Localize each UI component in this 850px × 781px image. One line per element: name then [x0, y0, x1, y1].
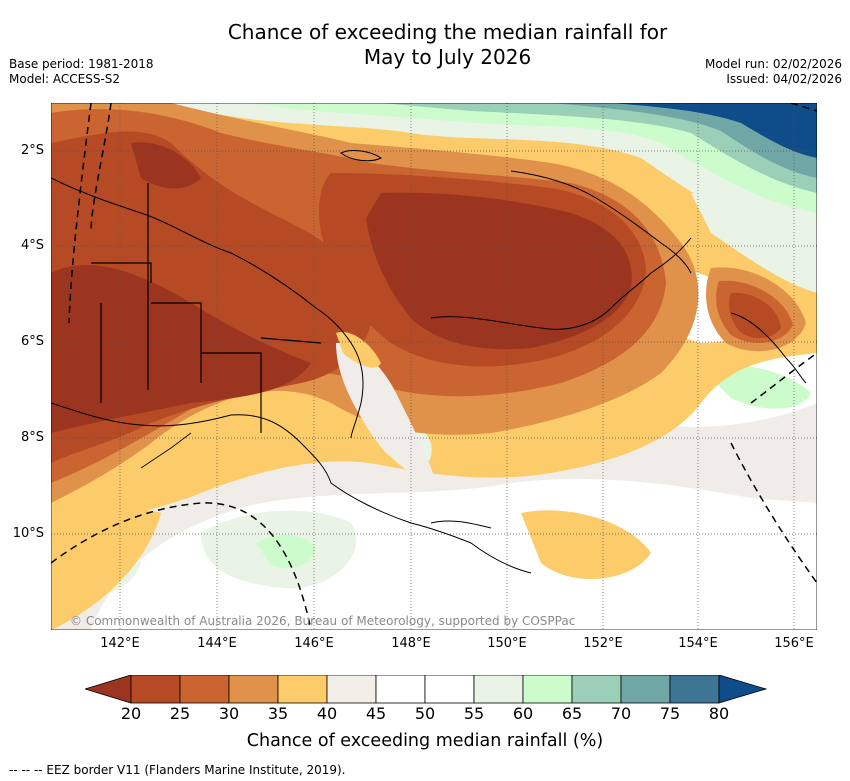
- colorbar-cell: [571, 675, 622, 704]
- colorbar-tick-60: 60: [512, 704, 534, 723]
- colorbar-cell: [375, 675, 426, 704]
- lat-label-2s: 2°S: [20, 143, 44, 158]
- eez-borders: [51, 103, 817, 630]
- lon-label-152e: 152°E: [583, 636, 623, 651]
- colorbar-cell: [620, 675, 671, 704]
- graticule: [51, 103, 817, 630]
- band-below-20-west-small: [131, 142, 201, 189]
- lon-label-144e: 144°E: [197, 636, 237, 651]
- colorbar-cell: [326, 675, 377, 704]
- colorbar: [85, 675, 767, 704]
- band-green-south-2: [256, 535, 316, 569]
- colorbar-title: Chance of exceeding median rainfall (%): [246, 731, 604, 751]
- lat-label-10s: 10°S: [12, 526, 44, 541]
- colorbar-tick-65: 65: [561, 704, 583, 723]
- colorbar-tick-25: 25: [169, 704, 191, 723]
- model-run: Model run: 02/02/2026: [704, 57, 842, 71]
- band-65-north: [251, 103, 817, 213]
- lat-label-6s: 6°S: [20, 334, 44, 349]
- colorbar-cell: [228, 675, 279, 704]
- colorbar-arrow-low: [85, 675, 132, 704]
- colorbar-tick-30: 30: [218, 704, 240, 723]
- band-below-20-north: [366, 192, 632, 350]
- map-credit: © Commonwealth of Australia 2026, Bureau…: [70, 614, 576, 628]
- lat-label-8s: 8°S: [20, 430, 44, 445]
- band-35-sw: [51, 509, 161, 630]
- band-35-se: [521, 510, 651, 580]
- colorbar-tick-35: 35: [267, 704, 289, 723]
- lon-label-142e: 142°E: [100, 636, 140, 651]
- eez-legend: -- -- -- EEZ border V11 (Flanders Marine…: [9, 763, 346, 777]
- lon-label-154e: 154°E: [678, 636, 718, 651]
- colorbar-cell: [522, 675, 573, 704]
- band-below-20-west: [51, 264, 311, 433]
- colorbar-cell: [473, 675, 524, 704]
- colorbar-cell: [424, 675, 475, 704]
- issued-date: Issued: 04/02/2026: [726, 72, 842, 86]
- rainfall-map: [51, 103, 817, 630]
- title-line-2: May to July 2026: [363, 45, 532, 69]
- colorbar-cell: [277, 675, 328, 704]
- model-name: Model: ACCESS-S2: [9, 72, 121, 86]
- coastlines: [51, 150, 807, 574]
- base-period: Base period: 1981-2018: [9, 57, 154, 71]
- colorbar-cell: [669, 675, 720, 704]
- title-line-1: Chance of exceeding the median rainfall …: [227, 20, 668, 44]
- colorbar-tick-40: 40: [316, 704, 338, 723]
- colorbar-arrow-high: [718, 675, 767, 704]
- lat-label-4s: 4°S: [20, 238, 44, 253]
- band-green-ne: [691, 193, 817, 293]
- map-title: Chance of exceeding the median rainfall …: [0, 20, 850, 70]
- colorbar-tick-50: 50: [414, 704, 436, 723]
- meta-right: Model run: 02/02/2026 Issued: 04/02/2026: [705, 57, 842, 87]
- meta-left: Base period: 1981-2018 Model: ACCESS-S2: [9, 57, 154, 87]
- colorbar-cell: [179, 675, 230, 704]
- colorbar-tick-80: 80: [708, 704, 730, 723]
- colorbar-tick-70: 70: [610, 704, 632, 723]
- band-35-tongue: [336, 332, 381, 368]
- lon-label-148e: 148°E: [391, 636, 431, 651]
- colorbar-tick-75: 75: [659, 704, 681, 723]
- band-80-north: [611, 103, 817, 158]
- lon-label-150e: 150°E: [487, 636, 527, 651]
- colorbar-tick-55: 55: [463, 704, 485, 723]
- colorbar-tick-45: 45: [365, 704, 387, 723]
- band-40-tongue: [336, 342, 436, 483]
- colorbar-cell: [130, 675, 181, 704]
- lon-label-156e: 156°E: [774, 636, 814, 651]
- colorbar-tick-20: 20: [120, 704, 142, 723]
- band-20-east: [729, 292, 781, 339]
- borders: [91, 183, 322, 433]
- lon-label-146e: 146°E: [294, 636, 334, 651]
